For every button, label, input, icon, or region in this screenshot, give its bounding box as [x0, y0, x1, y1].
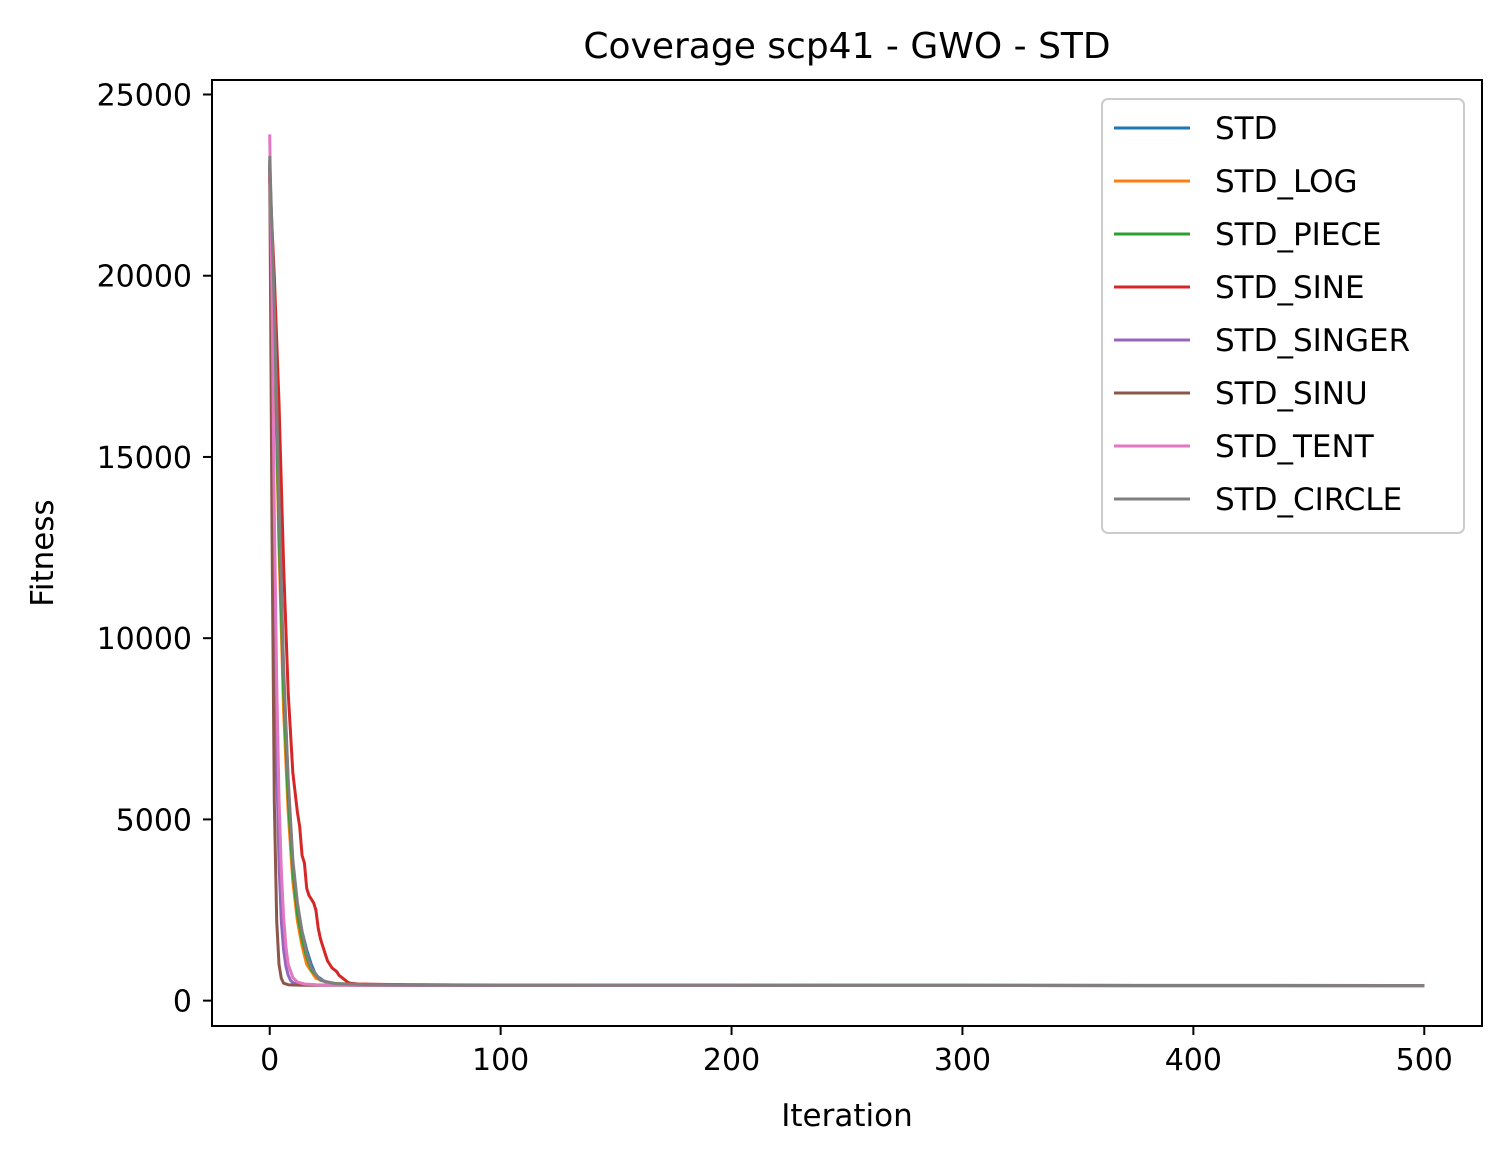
legend-label-std-circle: STD_CIRCLE [1215, 482, 1402, 518]
legend-label-std-singer: STD_SINGER [1215, 323, 1410, 359]
x-tick-label: 300 [934, 1043, 991, 1078]
legend-label-std-sine: STD_SINE [1215, 270, 1365, 306]
legend-box [1101, 98, 1465, 534]
x-tick-label: 100 [472, 1043, 529, 1078]
x-tick-label: 0 [260, 1043, 279, 1078]
legend-label-std-tent: STD_TENT [1215, 429, 1375, 465]
y-tick-label: 20000 [97, 260, 192, 295]
legend-label-std: STD [1215, 111, 1277, 147]
y-tick-label: 10000 [97, 622, 192, 657]
x-tick-label: 400 [1165, 1043, 1222, 1078]
y-axis-title: Fitness [25, 499, 61, 606]
series-lines [268, 134, 1425, 988]
x-axis: 0 100 200 300 400 500 [260, 1026, 1453, 1078]
plot-frame [211, 79, 1483, 1027]
y-tick-label: 5000 [116, 803, 192, 838]
y-tick-label: 25000 [97, 78, 192, 113]
legend-label-std-log: STD_LOG [1215, 164, 1358, 200]
chart-title: Coverage scp41 - GWO - STD [583, 26, 1110, 67]
y-tick-label: 0 [173, 985, 192, 1020]
y-tick-label: 15000 [97, 441, 192, 476]
legend-label-std-piece: STD_PIECE [1215, 217, 1382, 253]
x-tick-label: 500 [1396, 1043, 1453, 1078]
x-axis-title: Iteration [781, 1098, 913, 1134]
series-line-std-circle [268, 156, 1425, 988]
y-axis: 0 5000 10000 15000 20000 25000 [97, 78, 212, 1020]
legend-label-std-sinu: STD_SINU [1215, 376, 1368, 412]
legend: STD STD_LOG STD_PIECE STD_SINE STD_SINGER STD… [1101, 98, 1465, 534]
x-tick-label: 200 [703, 1043, 760, 1078]
